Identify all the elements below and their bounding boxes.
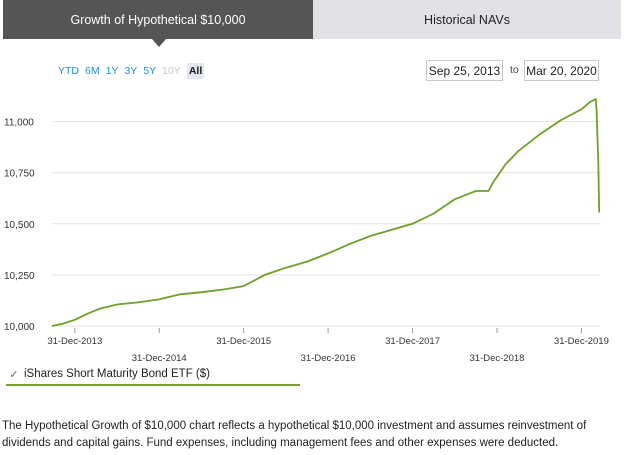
date-range-separator: to xyxy=(510,64,519,76)
y-tick-label: 10,500 xyxy=(4,220,35,231)
check-icon: ✓ xyxy=(9,368,19,381)
x-axis-ticks xyxy=(74,328,582,333)
range-all-button[interactable]: All xyxy=(186,63,205,79)
growth-line-chart: 10,000 10,250 10,500 10,750 11,000 31-Dec-20… xyxy=(4,98,609,364)
y-tick-label: 10,000 xyxy=(4,322,35,333)
range-ytd-button[interactable]: YTD xyxy=(58,65,79,77)
end-date-input[interactable]: Mar 20, 2020 xyxy=(524,60,599,81)
x-tick-label: 31-Dec-2014 xyxy=(132,353,187,364)
y-axis-labels: 10,000 10,250 10,500 10,750 11,000 xyxy=(4,118,35,333)
tab-growth-of-hypothetical[interactable]: Growth of Hypothetical $10,000 xyxy=(3,0,313,47)
range-10y-button: 10Y xyxy=(162,65,181,77)
x-tick-label: 31-Dec-2018 xyxy=(470,353,525,364)
range-6m-button[interactable]: 6M xyxy=(85,65,100,77)
y-tick-label: 10,750 xyxy=(4,169,35,180)
chart-tabs: Growth of Hypothetical $10,000 Historica… xyxy=(3,0,621,47)
y-tick-label: 11,000 xyxy=(4,118,34,129)
tab-historical-navs[interactable]: Historical NAVs xyxy=(313,0,621,39)
y-tick-label: 10,250 xyxy=(4,271,35,282)
x-tick-label: 31-Dec-2019 xyxy=(554,336,609,347)
x-tick-label: 31-Dec-2017 xyxy=(385,336,440,347)
range-5y-button[interactable]: 5Y xyxy=(143,65,157,77)
series-group xyxy=(51,98,601,327)
time-range-selector: YTD 6M 1Y 3Y 5Y 10Y All xyxy=(58,62,210,80)
x-tick-label: 31-Dec-2015 xyxy=(216,336,271,347)
start-date-input[interactable]: Sep 25, 2013 xyxy=(426,60,503,81)
x-axis-labels: 31-Dec-2013 31-Dec-2014 31-Dec-2015 31-Dec-… xyxy=(47,336,609,364)
chart-footnote: The Hypothetical Growth of $10,000 chart… xyxy=(2,420,587,449)
legend-label: iShares Short Maturity Bond ETF ($) xyxy=(24,368,210,380)
x-tick-label: 31-Dec-2016 xyxy=(301,353,356,364)
range-1y-button[interactable]: 1Y xyxy=(105,65,119,77)
y-gridlines xyxy=(52,121,600,327)
x-tick-label: 31-Dec-2013 xyxy=(47,336,102,347)
legend-item[interactable]: ✓ iShares Short Maturity Bond ETF ($) xyxy=(6,364,300,386)
range-3y-button[interactable]: 3Y xyxy=(124,65,138,77)
series-line xyxy=(51,98,601,327)
